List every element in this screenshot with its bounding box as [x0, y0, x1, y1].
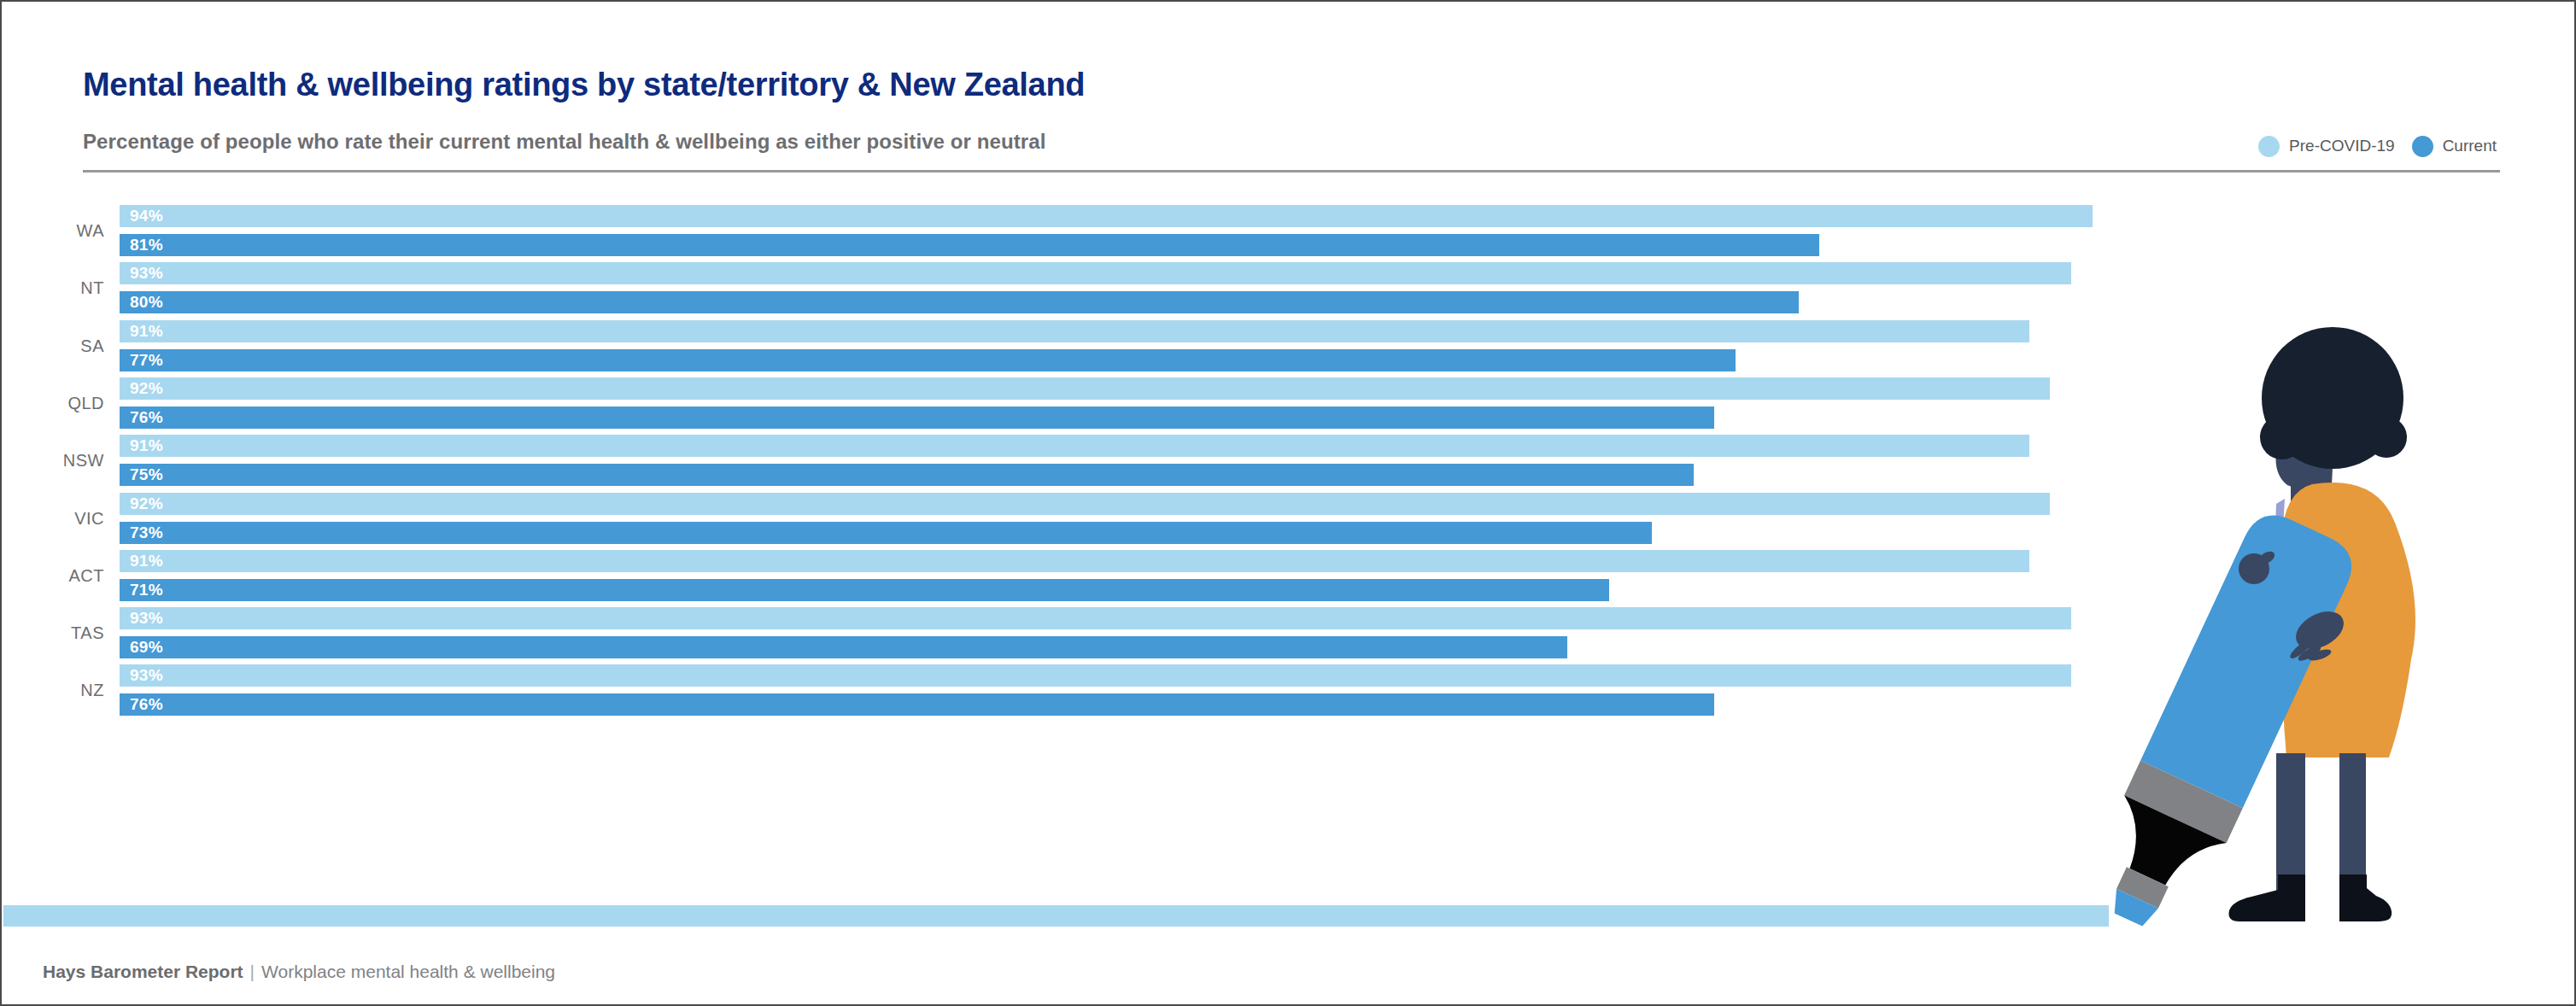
- bar-current: 69%: [120, 636, 1567, 658]
- bar-pre-covid: 91%: [120, 550, 2029, 572]
- footer: Hays Barometer Report|Workplace mental h…: [43, 962, 555, 982]
- bottom-highlight-strip: [3, 905, 2109, 927]
- bar-value-label: 71%: [120, 579, 163, 601]
- bar-pre-covid: 91%: [120, 320, 2029, 342]
- bar-pre-covid: 92%: [120, 493, 2050, 515]
- shoe-right: [2339, 874, 2392, 921]
- afro-hair-tuft: [2366, 417, 2407, 458]
- bar-value-label: 91%: [120, 320, 163, 342]
- bar-current: 76%: [120, 406, 1714, 429]
- bar-value-label: 91%: [120, 550, 163, 572]
- bar-current: 71%: [120, 579, 1609, 601]
- bar-value-label: 75%: [120, 464, 163, 486]
- bar-value-label: 94%: [120, 205, 163, 227]
- bar-pre-covid: 93%: [120, 664, 2071, 687]
- category-label: VIC: [2, 509, 104, 528]
- shoe-left: [2229, 874, 2306, 921]
- bar-value-label: 76%: [120, 406, 163, 429]
- category-label: ACT: [2, 566, 104, 585]
- bar-pre-covid: 94%: [120, 205, 2093, 227]
- bar-value-label: 80%: [120, 291, 163, 313]
- bar-value-label: 93%: [120, 664, 163, 687]
- bar-value-label: 92%: [120, 377, 163, 400]
- bar-value-label: 91%: [120, 435, 163, 457]
- bar-value-label: 69%: [120, 636, 163, 658]
- bar-value-label: 93%: [120, 607, 163, 629]
- person-with-marker-illustration: [2034, 318, 2496, 937]
- footer-tagline: Workplace mental health & wellbeing: [261, 962, 555, 981]
- footer-separator: |: [243, 962, 261, 981]
- bar-current: 81%: [120, 234, 1819, 256]
- category-label: SA: [2, 336, 104, 355]
- afro-hair-tuft: [2260, 415, 2304, 459]
- footer-brand: Hays Barometer Report: [43, 962, 243, 981]
- category-label: WA: [2, 221, 104, 240]
- category-label: NZ: [2, 681, 104, 699]
- category-label: NSW: [2, 451, 104, 470]
- category-label: QLD: [2, 394, 104, 412]
- bar-pre-covid: 93%: [120, 262, 2071, 284]
- bar-current: 75%: [120, 464, 1694, 486]
- bar-current: 80%: [120, 291, 1799, 313]
- bar-value-label: 73%: [120, 522, 163, 544]
- bar-pre-covid: 91%: [120, 435, 2029, 457]
- bar-current: 77%: [120, 349, 1736, 371]
- bar-value-label: 93%: [120, 262, 163, 284]
- bar-value-label: 77%: [120, 349, 163, 371]
- bar-value-label: 92%: [120, 493, 163, 515]
- category-label: NT: [2, 278, 104, 297]
- category-label: TAS: [2, 623, 104, 642]
- bar-current: 73%: [120, 522, 1652, 544]
- bar-value-label: 76%: [120, 693, 163, 716]
- bar-current: 76%: [120, 693, 1714, 716]
- bar-pre-covid: 92%: [120, 377, 2050, 400]
- bar-value-label: 81%: [120, 234, 163, 256]
- bar-pre-covid: 93%: [120, 607, 2071, 629]
- report-page: Mental health & wellbeing ratings by sta…: [0, 0, 2576, 1006]
